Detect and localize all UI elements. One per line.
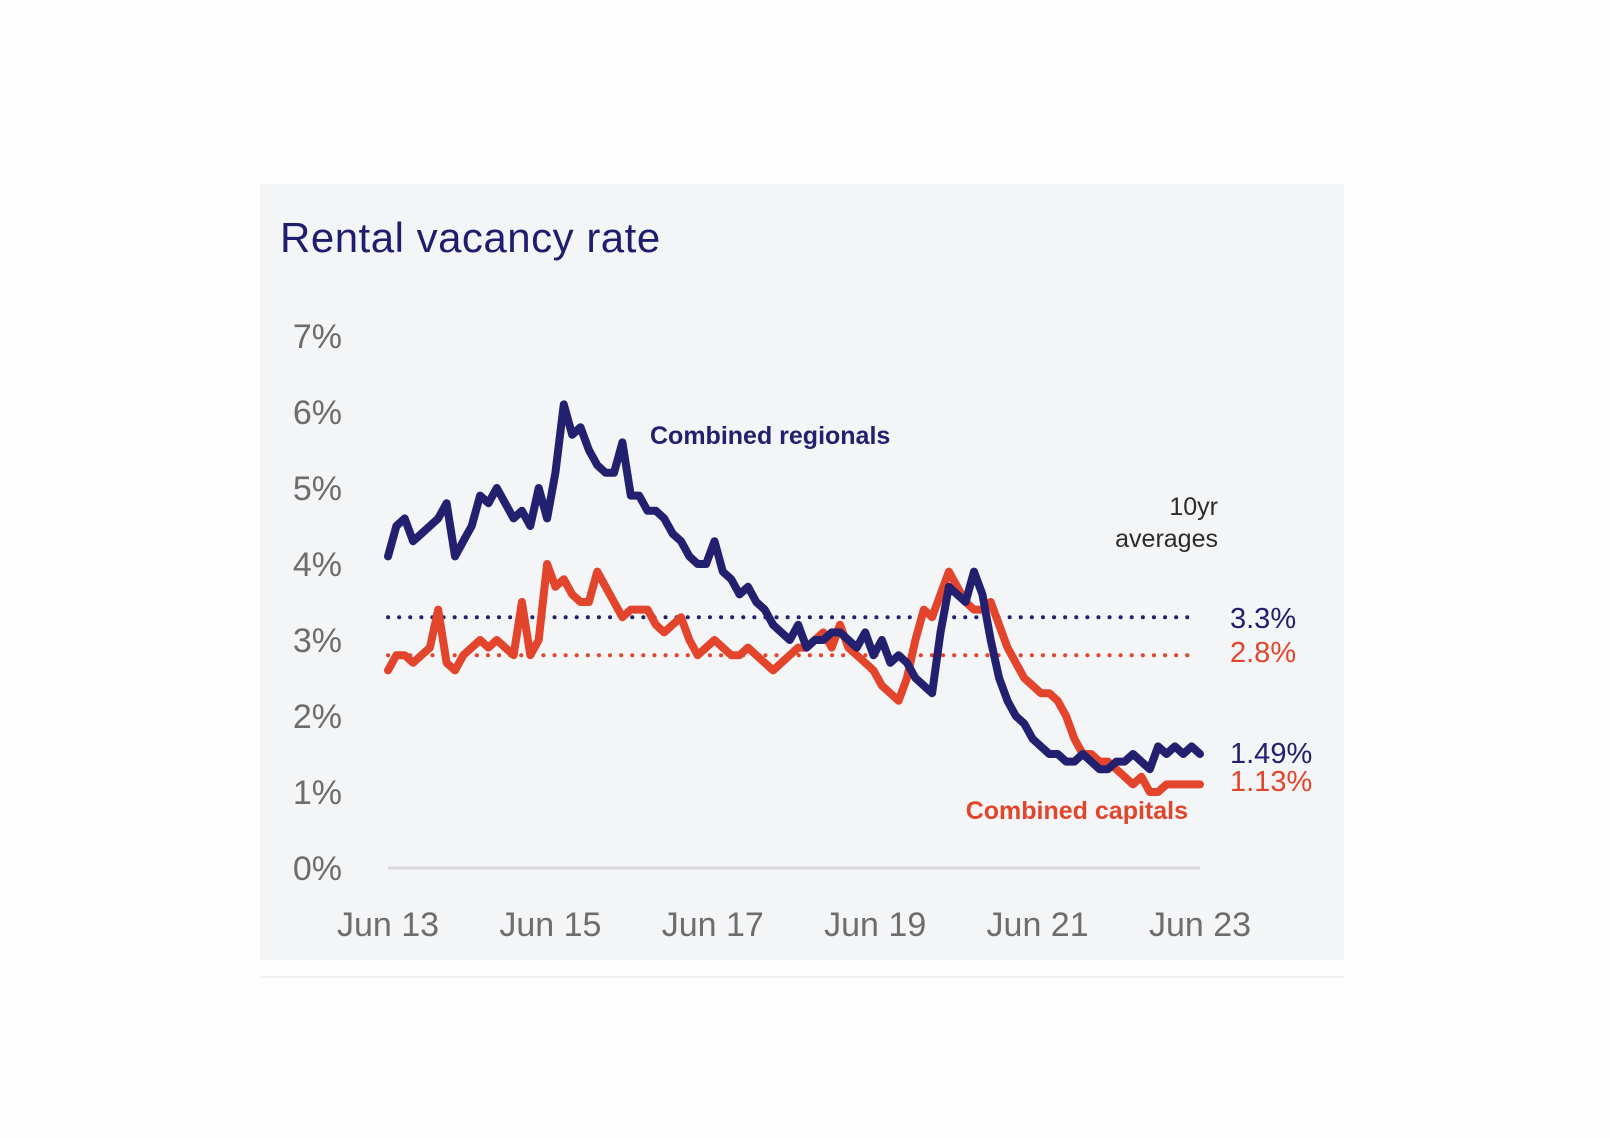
y-tick-label: 6% [293, 394, 342, 432]
chart-title: Rental vacancy rate [280, 214, 661, 261]
y-tick-label: 3% [293, 622, 342, 660]
x-tick-label: Jun 15 [499, 906, 601, 944]
y-tick-label: 1% [293, 774, 342, 812]
y-tick-label: 7% [293, 318, 342, 356]
regionals-latest-label: 1.49% [1230, 738, 1312, 770]
regionals-series-line [384, 400, 1204, 774]
x-tick-label: Jun 21 [987, 906, 1089, 944]
capitals-series-label: Combined capitals [966, 797, 1188, 825]
regionals-average-label: 3.3% [1230, 603, 1296, 635]
y-tick-label: 0% [293, 850, 342, 888]
y-tick-label: 4% [293, 546, 342, 584]
y-axis-ticks: 0% 1% 2% 3% 4% 5% 6% 7% [293, 318, 342, 888]
chart-panel [260, 184, 1344, 960]
y-tick-label: 2% [293, 698, 342, 736]
avg-note-line1: 10yr [1169, 493, 1218, 521]
x-tick-label: Jun 23 [1149, 906, 1251, 944]
capitals-series-line [384, 560, 1204, 796]
series-lines [384, 400, 1204, 796]
x-tick-label: Jun 13 [337, 906, 439, 944]
capitals-latest-label: 1.13% [1230, 766, 1312, 798]
regionals-series-label: Combined regionals [650, 422, 890, 450]
x-tick-label: Jun 19 [824, 906, 926, 944]
x-axis-ticks: Jun 13 Jun 15 Jun 17 Jun 19 Jun 21 Jun 23 [337, 906, 1251, 944]
capitals-average-label: 2.8% [1230, 637, 1296, 669]
x-tick-label: Jun 17 [662, 906, 764, 944]
avg-note-line2: averages [1115, 525, 1218, 553]
panel-bottom-divider [260, 976, 1344, 978]
y-tick-label: 5% [293, 470, 342, 508]
